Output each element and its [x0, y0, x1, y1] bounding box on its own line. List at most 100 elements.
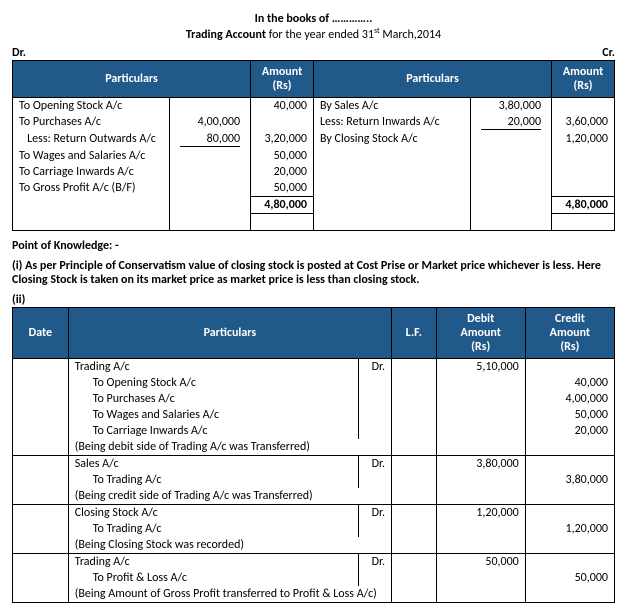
journal-credit — [525, 455, 614, 472]
title-rest-b: March,2014 — [380, 28, 441, 42]
cr-subamount — [471, 164, 552, 180]
journal-main: Trading A/c — [68, 358, 358, 375]
th-particulars-dr: Particulars — [13, 61, 251, 98]
journal-credit: 20,000 — [525, 423, 614, 439]
dr-amount: 40,000 — [251, 98, 314, 115]
dr-amount: 50,000 — [251, 148, 314, 164]
th-date: Date — [13, 307, 69, 358]
cr-particular: By Sales A/c — [313, 98, 470, 115]
journal-date — [13, 553, 69, 570]
dr-subamount: 80,000 — [170, 131, 251, 148]
cr-amount: 1,20,000 — [552, 131, 615, 148]
journal-debit: 3,80,000 — [436, 455, 525, 472]
cr-amount — [552, 164, 615, 180]
journal-credit: 40,000 — [525, 375, 614, 391]
journal-to-line: To Trading A/c — [68, 472, 358, 488]
journal-narration: (Being debit side of Trading A/c was Tra… — [68, 439, 391, 456]
journal-narration: (Being Closing Stock was recorded) — [68, 537, 391, 554]
journal-lf — [392, 553, 437, 570]
cr-subamount: 3,80,000 — [471, 98, 552, 115]
dr-amount — [251, 114, 314, 131]
journal-date — [13, 358, 69, 375]
journal-to-line: To Profit & Loss A/c — [68, 570, 358, 586]
dr-particular: Less: Return Outwards A/c — [13, 131, 170, 148]
journal-dr-mark: Dr. — [358, 358, 391, 375]
journal-to-line: To Opening Stock A/c — [68, 375, 358, 391]
cr-subamount — [471, 131, 552, 148]
cr-total: 4,80,000 — [552, 197, 615, 214]
th-lf: L.F. — [392, 307, 437, 358]
dr-amount: 3,20,000 — [251, 131, 314, 148]
journal-narration: (Being credit side of Trading A/c was Tr… — [68, 488, 391, 505]
cr-amount — [552, 180, 615, 197]
journal-lf — [392, 504, 437, 521]
journal-narration: (Being Amount of Gross Profit transferre… — [68, 586, 391, 603]
journal-credit: 50,000 — [525, 407, 614, 423]
journal-lf — [392, 358, 437, 375]
dr-subamount — [170, 164, 251, 180]
journal-credit: 50,000 — [525, 570, 614, 586]
cr-subamount: 20,000 — [471, 114, 552, 131]
journal-to-line: To Carriage Inwards A/c — [68, 423, 358, 439]
dr-particular: To Purchases A/c — [13, 114, 170, 131]
dr-subamount — [170, 98, 251, 115]
journal-to-line: To Wages and Salaries A/c — [68, 407, 358, 423]
journal-debit: 50,000 — [436, 553, 525, 570]
dr-amount: 50,000 — [251, 180, 314, 197]
dr-amount: 20,000 — [251, 164, 314, 180]
th-debit: Debit Amount (Rs) — [436, 307, 525, 358]
journal-credit: 1,20,000 — [525, 521, 614, 537]
dr-particular: To Carriage Inwards A/c — [13, 164, 170, 180]
dr-subamount: 4,00,000 — [170, 114, 251, 131]
cr-amount — [552, 98, 615, 115]
title-rest-a: for the year ended 31 — [266, 28, 374, 42]
dr-particular: To Gross Profit A/c (B/F) — [13, 180, 170, 197]
cr-amount — [552, 148, 615, 164]
journal-credit — [525, 504, 614, 521]
note-i: (i) As per Principle of Conservatism val… — [12, 259, 615, 287]
journal-main: Sales A/c — [68, 455, 358, 472]
th-amount-cr: Amount (Rs) — [552, 61, 615, 98]
journal-credit — [525, 553, 614, 570]
cr-particular: By Closing Stock A/c — [313, 131, 470, 148]
dr-subamount — [170, 180, 251, 197]
account-title-bold: Trading Account — [186, 28, 266, 42]
trading-account-table: Particulars Amount (Rs) Particulars Amou… — [12, 60, 615, 231]
journal-to-line: To Purchases A/c — [68, 391, 358, 407]
cr-amount: 3,60,000 — [552, 114, 615, 131]
journal-to-line: To Trading A/c — [68, 521, 358, 537]
cr-particular — [313, 180, 470, 197]
th-credit: Credit Amount (Rs) — [525, 307, 614, 358]
cr-particular — [313, 148, 470, 164]
cr-particular — [313, 164, 470, 180]
dr-particular: To Opening Stock A/c — [13, 98, 170, 115]
th-particulars-cr: Particulars — [313, 61, 551, 98]
journal-main: Closing Stock A/c — [68, 504, 358, 521]
dr-total: 4,80,000 — [251, 197, 314, 214]
journal-credit: 4,00,000 — [525, 391, 614, 407]
journal-dr-mark: Dr. — [358, 504, 391, 521]
dr-subamount — [170, 148, 251, 164]
journal-table: Date Particulars L.F. Debit Amount (Rs) … — [12, 307, 615, 603]
journal-dr-mark: Dr. — [358, 455, 391, 472]
journal-debit: 5,10,000 — [436, 358, 525, 375]
cr-particular: Less: Return Inwards A/c — [313, 114, 470, 131]
cr-label: Cr. — [602, 46, 615, 60]
books-of-title: In the books of ………….. — [12, 12, 615, 26]
journal-debit: 1,20,000 — [436, 504, 525, 521]
point-of-knowledge-heading: Point of Knowledge: - — [12, 239, 615, 253]
journal-lf — [392, 455, 437, 472]
note-ii: (ii) — [12, 293, 615, 307]
account-title: Trading Account for the year ended 31st … — [12, 26, 615, 42]
cr-subamount — [471, 180, 552, 197]
cr-subamount — [471, 148, 552, 164]
dr-particular: To Wages and Salaries A/c — [13, 148, 170, 164]
dr-label: Dr. — [12, 46, 26, 60]
th-amount-dr: Amount (Rs) — [251, 61, 314, 98]
journal-credit: 3,80,000 — [525, 472, 614, 488]
journal-date — [13, 455, 69, 472]
journal-main: Trading A/c — [68, 553, 358, 570]
journal-credit — [525, 358, 614, 375]
journal-date — [13, 504, 69, 521]
journal-dr-mark: Dr. — [358, 553, 391, 570]
